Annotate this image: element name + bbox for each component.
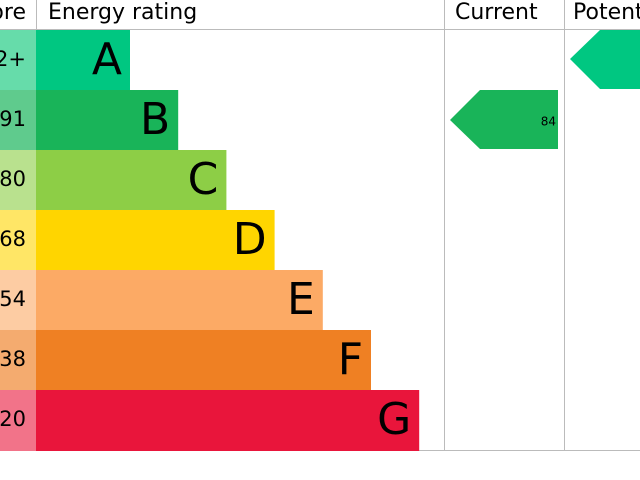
band-bar [36, 330, 371, 390]
band-letter: A [92, 34, 122, 85]
header-score: Score [0, 0, 26, 25]
score-range: 39-54 [0, 287, 26, 311]
header-potential: Potential [573, 0, 640, 25]
score-range: 92+ [0, 47, 26, 71]
band-bar [36, 390, 420, 451]
score-cell [0, 330, 36, 390]
score-range: 55-68 [0, 227, 26, 251]
score-cell [0, 150, 36, 210]
band-letter: B [140, 94, 170, 145]
band-letter: G [377, 394, 411, 445]
score-range: 69-80 [0, 167, 26, 191]
score-range: 81-91 [0, 107, 26, 131]
band-bar [36, 270, 323, 330]
band-bar [36, 30, 130, 90]
header-current: Current [455, 0, 538, 25]
current-value: 84 [541, 115, 556, 129]
score-range: 1-20 [0, 407, 26, 431]
band-letter: F [338, 334, 363, 385]
score-cell [0, 210, 36, 270]
current-arrow [450, 90, 558, 149]
score-cell [0, 90, 36, 150]
band-bar [36, 90, 179, 150]
score-cell [0, 390, 36, 451]
band-letter: C [188, 154, 219, 205]
band-letter: E [287, 274, 315, 325]
potential-arrow [570, 30, 640, 89]
band-bar [36, 210, 275, 270]
score-cell [0, 30, 36, 90]
score-cell [0, 270, 36, 330]
band-letter: D [233, 214, 267, 265]
header-rating: Energy rating [48, 0, 197, 25]
band-bar [36, 150, 227, 210]
score-range: 21-38 [0, 347, 26, 371]
